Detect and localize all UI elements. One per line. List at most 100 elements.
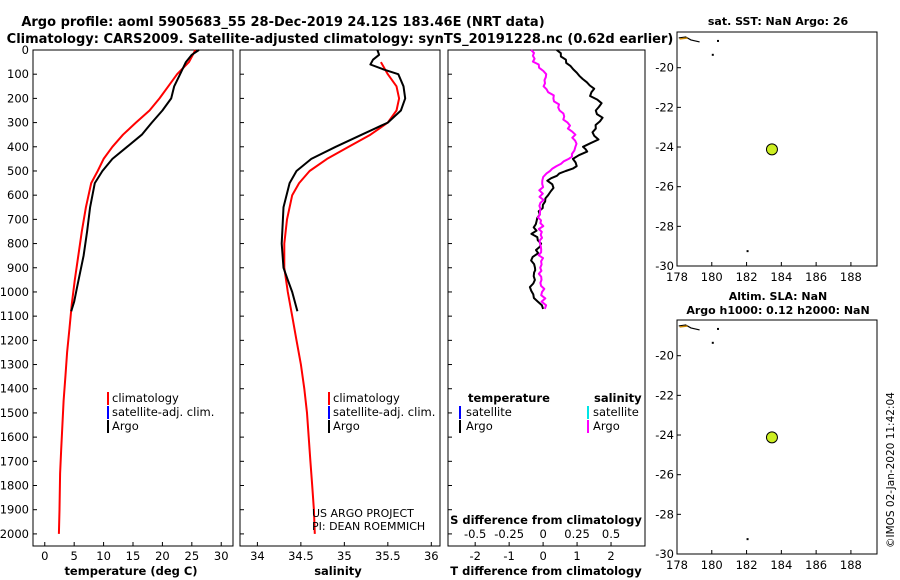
depth-tick-label: 1500	[0, 406, 29, 420]
map-sla-axes: 178 180 182 184 186 188 -20 -22 -24 -26 -28 -30	[655, 349, 862, 572]
difference-y-ticks	[448, 49, 452, 535]
map-x-tick-label: 180	[701, 270, 723, 284]
map-sla-title-2: Argo h1000: 0.12 h2000: NaN	[686, 304, 869, 317]
s-tick-label: -0.25	[494, 527, 524, 541]
s-difference-axis: -0.5 -0.25 0 0.25 0.5	[464, 527, 620, 541]
credit-project: US ARGO PROJECT	[312, 507, 414, 520]
credit-pi: PI: DEAN ROEMMICH	[312, 520, 425, 533]
difference-x-axis: -2 -1 0 1 2	[469, 542, 615, 563]
island-speck	[717, 39, 719, 42]
t-difference-label: T difference from climatology	[450, 564, 642, 578]
map-sla-panel: Altim. SLA: NaN Argo h1000: 0.12 h2000: …	[655, 290, 878, 572]
salinity-panel: 34 34.5 35 35.5 36 salinity climatology sate…	[239, 49, 441, 578]
salinity-legend: climatology satellite-adj. clim. Argo	[328, 391, 435, 433]
island-outline-shade	[679, 325, 688, 328]
difference-lines	[528, 49, 604, 310]
legend-s-argo: Argo	[593, 419, 620, 433]
figure-title-line2: Climatology: CARS2009. Satellite-adjuste…	[7, 32, 674, 47]
legend-salinity-title: salinity	[594, 391, 642, 405]
map-y-tick-label: -24	[655, 140, 674, 154]
map-y-tick-label: -20	[655, 349, 674, 363]
map-y-tick-label: -26	[655, 180, 674, 194]
diff-legend-swatch-t-argo	[459, 420, 461, 433]
island-speck	[711, 341, 714, 344]
x-tick-label: 2	[607, 549, 614, 563]
depth-tick-label: 500	[7, 164, 29, 178]
depth-tick-label: 1300	[0, 358, 29, 372]
legend-swatch-argo	[107, 420, 109, 433]
diff-legend-swatch-s-argo	[587, 420, 589, 433]
s-tick-label: -0.5	[464, 527, 486, 541]
map-y-tick-label: -30	[655, 259, 674, 273]
x-tick-label: 35.5	[375, 549, 401, 563]
depth-axis: 0 100 200 300 400 500 600 700 800 900 1000 1100 1200…	[0, 43, 37, 541]
depth-tick-label: 100	[7, 67, 29, 81]
map-x-tick-label: 188	[840, 270, 862, 284]
temperature-x-axis: 0 5 10 15 20 25 30	[41, 542, 229, 563]
map-x-tick-label: 182	[736, 558, 758, 572]
x-tick-label: 15	[126, 549, 141, 563]
temperature-lines	[57, 49, 200, 534]
series-line-t-argo	[528, 49, 604, 310]
map-sla-islands	[678, 324, 749, 541]
depth-tick-label: 800	[7, 237, 29, 251]
map-x-tick-label: 178	[666, 558, 688, 572]
depth-tick-label: 1400	[0, 382, 29, 396]
argo-location-dot	[765, 431, 778, 444]
map-y-tick-label: -28	[655, 507, 674, 521]
series-line-climatology	[57, 49, 197, 534]
x-tick-label: 5	[71, 549, 78, 563]
difference-frame	[447, 49, 646, 547]
x-tick-label: 1	[573, 549, 580, 563]
x-tick-label: 0	[539, 549, 546, 563]
map-x-tick-label: 184	[770, 270, 792, 284]
island-speck	[711, 53, 714, 56]
x-tick-label: 20	[155, 549, 170, 563]
x-tick-label: 10	[96, 549, 111, 563]
sal-legend-swatch-satellite	[328, 406, 330, 419]
map-y-tick-label: -24	[655, 428, 674, 442]
map-y-tick-label: -22	[655, 388, 674, 402]
s-tick-label: 0.5	[602, 527, 620, 541]
temperature-xlabel: temperature (deg C)	[64, 564, 197, 578]
s-difference-label: S difference from climatology	[450, 513, 642, 527]
s-tick-label: 0.25	[564, 527, 590, 541]
depth-tick-label: 2000	[0, 527, 29, 541]
legend-satellite-adj: satellite-adj. clim.	[112, 405, 214, 419]
depth-tick-label: 600	[7, 188, 29, 202]
map-y-tick-label: -26	[655, 468, 674, 482]
salinity-lines	[280, 49, 407, 534]
salinity-y-ticks	[240, 49, 244, 535]
figure-title-line1: Argo profile: aoml 5905683_55 28-Dec-201…	[21, 15, 544, 30]
map-y-tick-label: -28	[655, 219, 674, 233]
x-tick-label: 35	[337, 549, 352, 563]
diff-legend-swatch-s-sat	[587, 406, 589, 419]
island-speck	[746, 538, 749, 541]
map-sla-title-1: Altim. SLA: NaN	[729, 290, 828, 303]
map-x-tick-label: 180	[701, 558, 723, 572]
legend-swatch-satellite	[107, 406, 109, 419]
island-speck	[717, 327, 719, 330]
depth-tick-label: 300	[7, 116, 29, 130]
depth-tick-label: 700	[7, 212, 29, 226]
temperature-legend: climatology satellite-adj. clim. Argo	[107, 391, 214, 433]
map-x-tick-label: 186	[805, 270, 827, 284]
sal-legend-climatology: climatology	[333, 391, 400, 405]
depth-tick-label: 1700	[0, 454, 29, 468]
sal-legend-swatch-argo	[328, 420, 330, 433]
depth-tick-label: 900	[7, 261, 29, 275]
depth-tick-label: 200	[7, 91, 29, 105]
legend-temperature-title: temperature	[468, 391, 550, 405]
salinity-x-axis: 34 34.5 35 35.5 36	[250, 542, 439, 563]
legend-argo: Argo	[112, 419, 139, 433]
series-line-argo	[280, 49, 407, 312]
legend-t-satellite: satellite	[466, 405, 512, 419]
s-tick-label: 0	[539, 527, 546, 541]
map-sla-frame	[676, 319, 878, 555]
x-tick-label: 0	[41, 549, 48, 563]
legend-s-satellite: satellite	[593, 405, 639, 419]
x-tick-label: -1	[503, 549, 514, 563]
sal-legend-argo: Argo	[333, 419, 360, 433]
imos-watermark: ©IMOS 02-Jan-2020 11:42:04	[885, 392, 897, 548]
